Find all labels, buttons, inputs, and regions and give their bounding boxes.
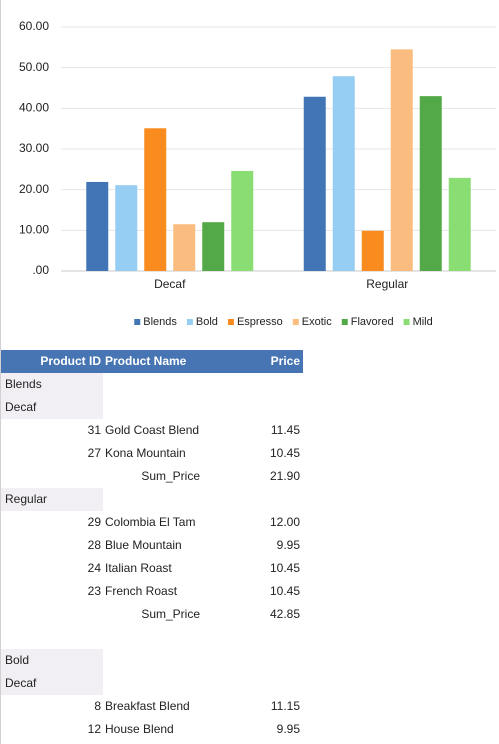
bar (361, 230, 384, 271)
subgroup-label: Regular (1, 488, 103, 511)
sum-label: Sum_Price (141, 607, 200, 621)
y-tick-label: .00 (32, 263, 49, 277)
product-name: Blue Mountain (105, 538, 182, 552)
group-label: Bold (1, 649, 103, 672)
bar (448, 177, 471, 271)
legend-swatch (403, 319, 410, 325)
y-tick-label: 30.00 (19, 141, 49, 155)
y-tick-label: 60.00 (19, 19, 49, 33)
bar (332, 76, 355, 271)
legend-label: Flavored (351, 316, 394, 328)
legend-swatch (186, 319, 193, 325)
column-header: Price (270, 354, 300, 368)
subgroup-label: Decaf (1, 672, 103, 695)
price: 9.95 (276, 722, 300, 736)
legend-swatch (134, 319, 141, 325)
product-name: French Roast (105, 584, 178, 598)
bar (231, 170, 254, 271)
price: 9.95 (276, 538, 300, 552)
product-id: 24 (87, 561, 101, 575)
legend-label: Mild (413, 316, 433, 328)
legend-swatch (227, 319, 234, 325)
table-header (1, 350, 303, 373)
bar (86, 181, 109, 271)
y-tick-label: 40.00 (19, 101, 49, 115)
price: 12.00 (269, 515, 300, 529)
product-name: Colombia El Tam (105, 515, 196, 529)
product-id: 28 (87, 538, 101, 552)
legend-label: Bold (196, 316, 218, 328)
sum-price: 21.90 (269, 469, 300, 483)
product-id: 23 (87, 584, 101, 598)
sum-price: 42.85 (269, 607, 300, 621)
legend-label: Blends (143, 316, 177, 328)
product-id: 27 (87, 446, 101, 460)
product-name: Breakfast Blend (105, 699, 190, 713)
price: 10.45 (269, 561, 300, 575)
product-name: Gold Coast Blend (105, 423, 200, 437)
legend-swatch (341, 319, 348, 325)
price: 11.45 (270, 423, 300, 437)
legend-swatch (292, 319, 299, 325)
x-tick-label: Decaf (154, 277, 186, 291)
product-id: 8 (94, 699, 101, 713)
y-tick-label: 20.00 (19, 182, 49, 196)
sum-label: Sum_Price (141, 469, 200, 483)
bar (115, 185, 138, 271)
product-name: House Blend (105, 722, 174, 736)
bar (173, 224, 196, 271)
product-name: Kona Mountain (105, 446, 186, 460)
chart: .00 10.00 20.00 30.00 40.00 50.00 60.00 Decaf Re… (19, 19, 496, 328)
bar (202, 222, 225, 271)
y-tick-label: 10.00 (19, 223, 49, 237)
product-id: 29 (87, 515, 101, 529)
subgroup-label: Decaf (1, 396, 103, 419)
legend-label: Espresso (237, 316, 283, 328)
x-tick-label: Regular (366, 277, 408, 291)
product-id: 31 (87, 423, 101, 437)
price: 11.15 (270, 699, 300, 713)
legend-label: Exotic (302, 316, 332, 328)
column-header: Product Name (105, 354, 187, 368)
product-name: Italian Roast (105, 561, 172, 575)
price: 10.45 (269, 584, 300, 598)
product-id: 12 (87, 722, 101, 736)
y-tick-label: 50.00 (19, 60, 49, 74)
bar (390, 49, 413, 271)
bar (419, 96, 442, 271)
bar (144, 128, 167, 271)
bar (303, 96, 326, 271)
column-header: Product ID (40, 354, 101, 368)
price: 10.45 (269, 446, 300, 460)
group-label: Blends (1, 373, 103, 396)
